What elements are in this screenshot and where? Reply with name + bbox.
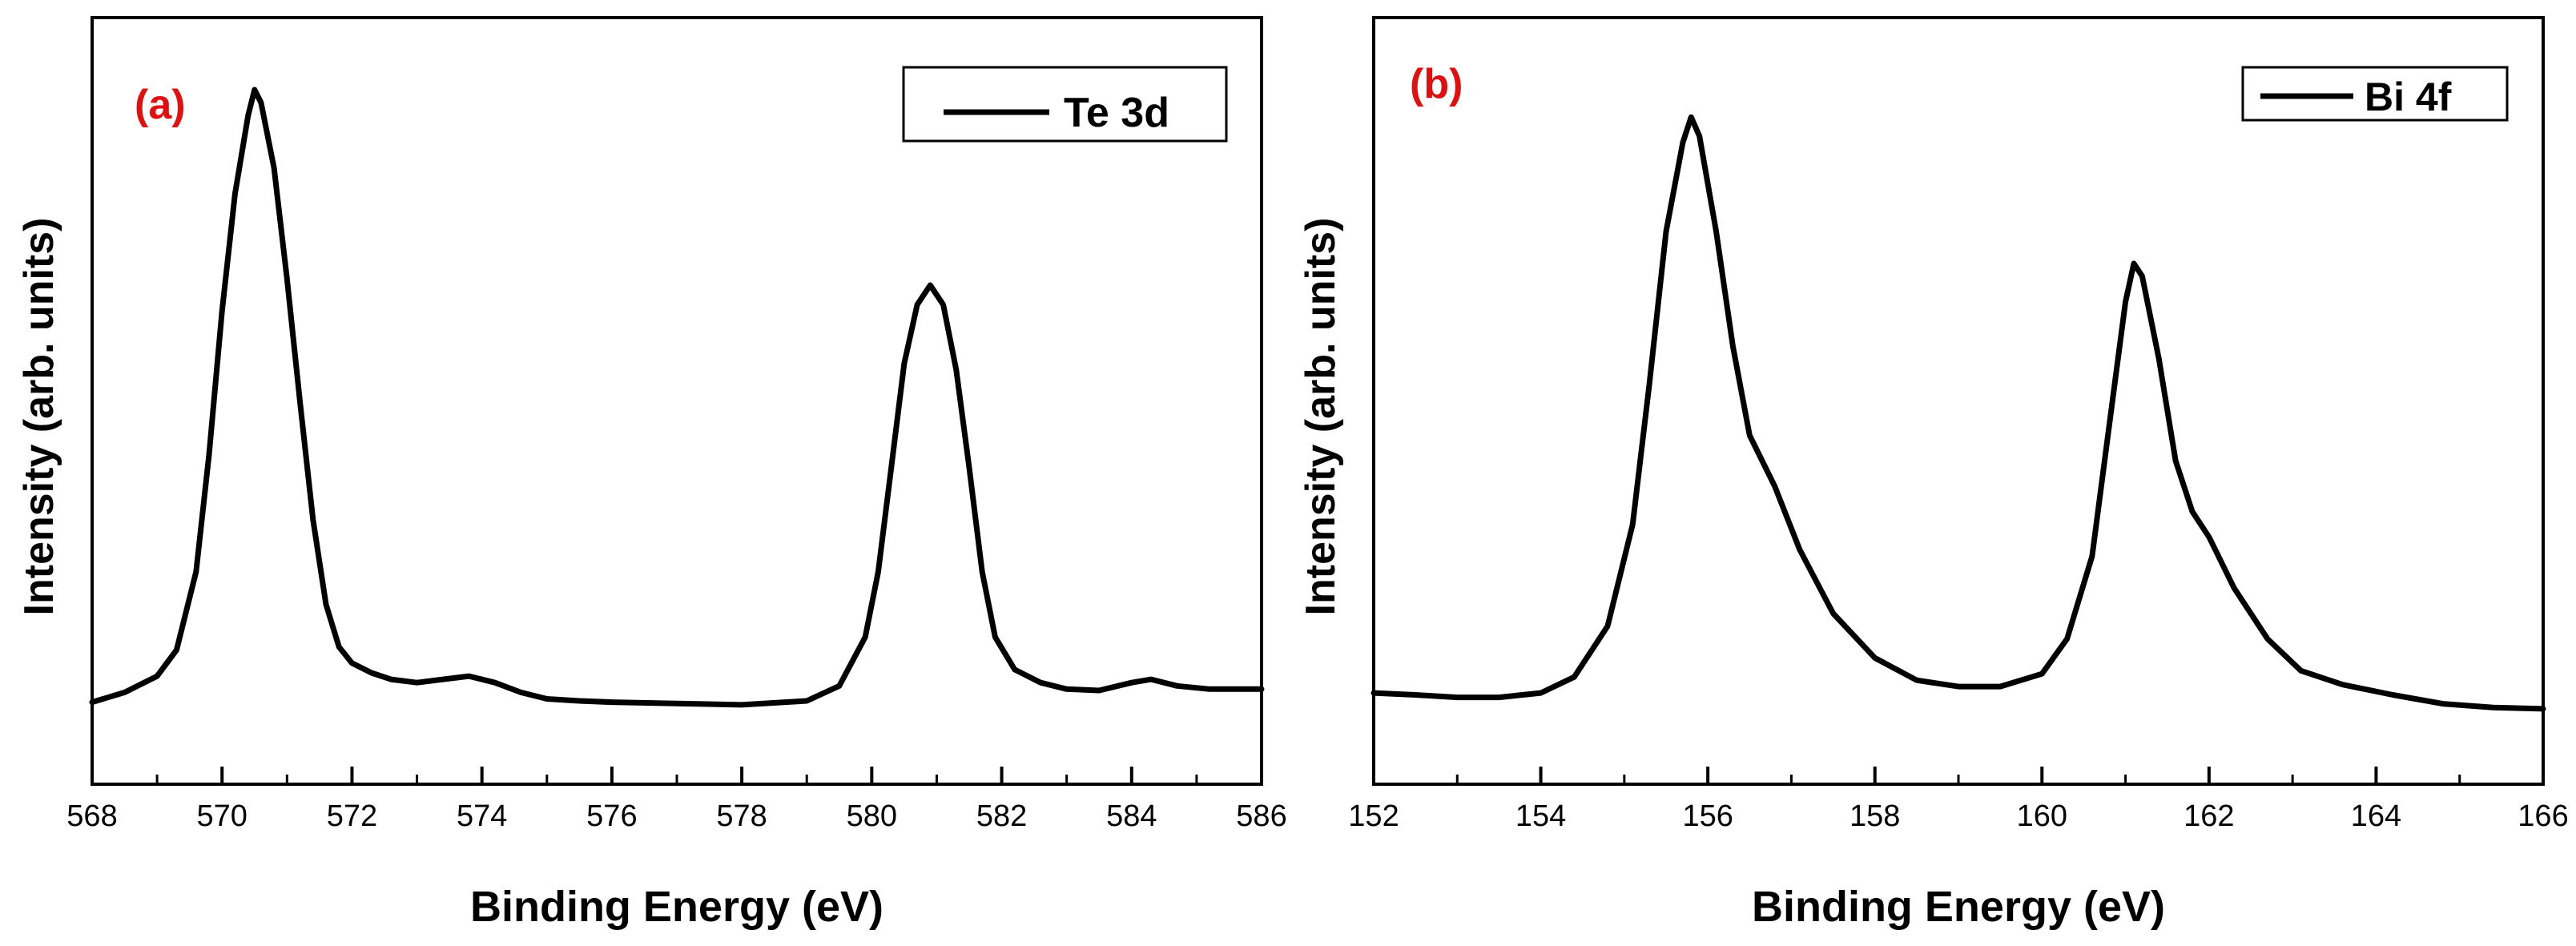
- x-tick-label: 584: [1106, 799, 1157, 833]
- panel-label-b: (b): [1410, 61, 1463, 107]
- x-tick-label: 166: [2518, 799, 2568, 833]
- series-line-te-3d: [89, 87, 1265, 708]
- x-tick-label: 154: [1515, 799, 1566, 833]
- x-tick-label: 568: [66, 799, 117, 833]
- x-axis-ticks-b: [1372, 767, 2545, 784]
- legend-a: Te 3d: [902, 66, 1228, 143]
- x-axis-tick-labels-a: 568 570 572 574 576 578 580 582 584 586: [66, 799, 1286, 833]
- legend-box-a: [902, 66, 1228, 143]
- legend-label-b: Bi 4f: [2365, 74, 2452, 119]
- x-tick-label: 576: [586, 799, 637, 833]
- x-tick-label: 570: [197, 799, 248, 833]
- chart-panel-a: (a) Te 3d Intensity (arb. units) Binding…: [16, 16, 1287, 931]
- x-tick-label: 572: [327, 799, 377, 833]
- y-axis-title-b: Intensity (arb. units): [1298, 218, 1344, 616]
- x-axis-title-b: Binding Energy (eV): [1752, 883, 2165, 931]
- panel-label-a: (a): [135, 82, 186, 128]
- x-axis-title-a: Binding Energy (eV): [470, 883, 883, 931]
- y-axis-title-a: Intensity (arb. units): [16, 218, 62, 616]
- x-tick-label: 158: [1849, 799, 1900, 833]
- x-axis-tick-labels-b: 152 154 156 158 160 162 164 166: [1348, 799, 2568, 833]
- x-tick-label: 580: [847, 799, 897, 833]
- legend-b: Bi 4f: [2241, 66, 2509, 122]
- x-tick-label: 152: [1348, 799, 1399, 833]
- x-tick-label: 160: [2017, 799, 2067, 833]
- x-tick-label: 582: [976, 799, 1027, 833]
- x-tick-label: 578: [716, 799, 767, 833]
- chart-panel-b: (b) Bi 4f Intensity (arb. units) Binding…: [1298, 16, 2569, 931]
- x-tick-label: 156: [1682, 799, 1733, 833]
- x-tick-label: 574: [457, 799, 507, 833]
- plot-frame-b: [1372, 16, 2545, 786]
- x-tick-label: 586: [1236, 799, 1286, 833]
- x-axis-ticks-a: [91, 767, 1263, 784]
- legend-label-a: Te 3d: [1064, 90, 1169, 136]
- series-line-bi-4f: [1371, 114, 2546, 712]
- x-tick-label: 164: [2351, 799, 2401, 833]
- x-tick-label: 162: [2184, 799, 2234, 833]
